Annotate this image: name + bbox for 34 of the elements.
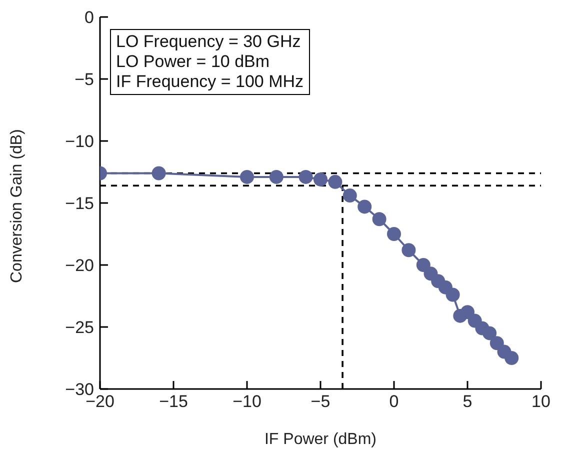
point — [240, 170, 254, 184]
y-tick-label: 0 — [84, 8, 94, 28]
point — [460, 305, 474, 320]
x-tick-label: 10 — [532, 392, 550, 412]
point — [416, 258, 430, 272]
point — [328, 174, 342, 189]
x-tick-label: 5 — [462, 392, 472, 412]
point — [314, 172, 328, 186]
x-axis-title: IF Power (dBm) — [264, 431, 377, 448]
point — [269, 170, 284, 184]
point — [152, 166, 166, 180]
y-tick-label: −5 — [74, 70, 94, 90]
point — [482, 326, 497, 340]
point — [402, 243, 416, 258]
annotation: LO Power = 10 dBm — [116, 52, 271, 72]
x-tick-label: 0 — [389, 392, 399, 412]
point — [372, 212, 386, 226]
point — [358, 200, 372, 214]
point — [504, 351, 519, 365]
y-tick-label: −20 — [65, 256, 94, 276]
x-tick-label: −10 — [232, 392, 262, 412]
point — [342, 188, 357, 203]
annotation: LO Frequency = 30 GHz — [116, 32, 302, 52]
point — [490, 336, 504, 350]
y-tick-label: −15 — [65, 194, 94, 214]
point — [446, 288, 460, 302]
y-tick-label: −10 — [65, 132, 94, 152]
point — [387, 227, 401, 241]
point — [298, 170, 313, 184]
x-tick-label: −5 — [310, 392, 330, 412]
x-tick-label: −15 — [159, 392, 188, 412]
y-axis-title: Conversion Gain (dB) — [8, 129, 26, 283]
annotation: IF Frequency = 100 MHz — [116, 72, 304, 92]
y-tick-label: −25 — [65, 318, 94, 338]
